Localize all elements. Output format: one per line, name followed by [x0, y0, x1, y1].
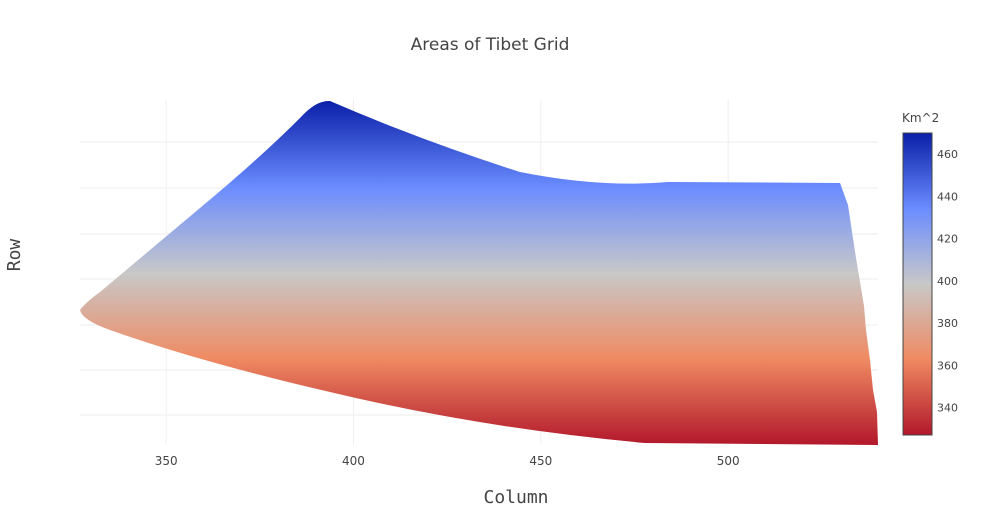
x-axis-ticks: 350 400 450 500	[155, 454, 740, 468]
colorbar-tick-label: 340	[937, 402, 958, 415]
colorbar[interactable]: Km^2 340 360 380 400 420 440 460	[902, 111, 958, 436]
colorbar-ticks: 340 360 380 400 420 440 460	[937, 148, 958, 414]
colorbar-tick-label: 380	[937, 317, 958, 330]
colorbar-tick-label: 420	[937, 233, 958, 246]
y-axis-title: Row	[4, 239, 25, 272]
colorbar-tick-label: 460	[937, 148, 958, 161]
x-axis-title: Column	[483, 487, 548, 508]
colorbar-tick-label: 440	[937, 190, 958, 203]
colorbar-tick-label: 360	[937, 359, 958, 372]
x-tick-label: 450	[529, 454, 552, 468]
chart-title: Areas of Tibet Grid	[411, 35, 570, 55]
x-tick-label: 400	[342, 454, 365, 468]
colorbar-tick-label: 400	[937, 275, 958, 288]
colorbar-gradient	[902, 132, 933, 436]
x-tick-label: 500	[717, 454, 740, 468]
x-tick-label: 350	[155, 454, 178, 468]
heatmap-shape	[80, 100, 878, 445]
heatmap-region	[80, 100, 878, 445]
colorbar-title: Km^2	[902, 111, 939, 125]
